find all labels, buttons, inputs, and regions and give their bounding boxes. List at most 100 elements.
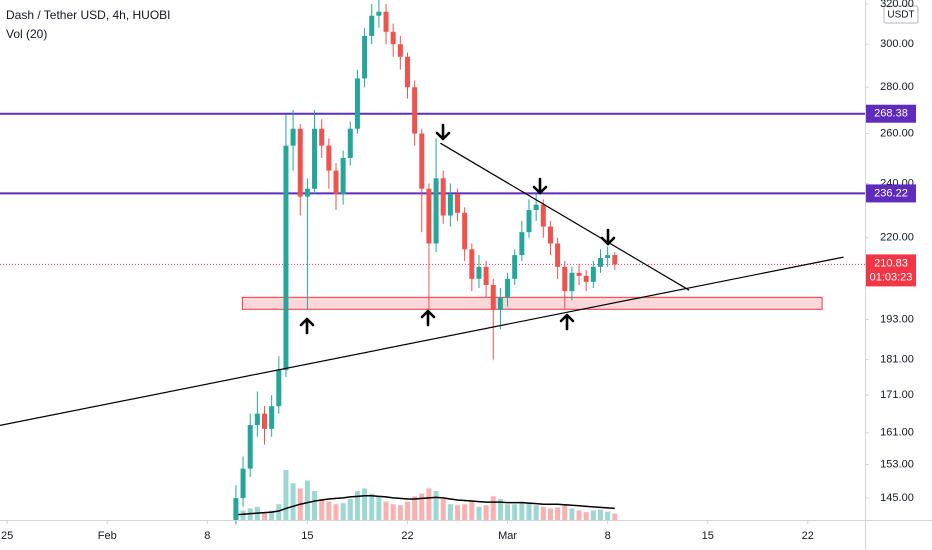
candle-body <box>562 266 568 292</box>
candle-body <box>526 210 532 233</box>
volume-bar <box>540 506 546 520</box>
candle-body <box>605 255 611 259</box>
candle-body <box>547 226 553 244</box>
trend-line <box>440 142 690 291</box>
y-tick-label: 300.00 <box>880 38 914 50</box>
volume-bar <box>312 491 318 520</box>
volume-bar <box>533 505 539 520</box>
volume-bar <box>333 504 339 520</box>
candle-body <box>290 128 296 146</box>
volume-bar <box>476 506 482 520</box>
candle-body <box>354 78 360 129</box>
y-tick-label: 171.00 <box>880 389 914 401</box>
volume-bar <box>319 498 325 520</box>
down-arrow <box>532 177 548 195</box>
candle-body <box>555 243 561 267</box>
y-tick-label: 220.00 <box>880 232 914 244</box>
currency-box[interactable] <box>883 5 919 24</box>
x-tick-label: 15 <box>301 530 313 542</box>
candle-body <box>590 266 596 282</box>
x-tick-label: 8 <box>605 530 611 542</box>
volume-bar <box>412 496 418 520</box>
candle-body <box>254 413 260 426</box>
candle-body <box>383 11 389 32</box>
volume-bar <box>290 483 296 520</box>
volume-bar <box>269 510 275 520</box>
volume-bar <box>469 501 475 520</box>
countdown-label: 01:03:23 <box>870 271 913 283</box>
up-arrow <box>559 313 575 331</box>
volume-bar <box>547 508 553 520</box>
x-tick-label: 25 <box>1 530 13 542</box>
candle-body <box>397 44 403 57</box>
volume-bar <box>490 496 496 520</box>
volume-bar <box>276 504 282 520</box>
volume-bar <box>419 493 425 520</box>
candle-body <box>247 425 253 469</box>
candle-body <box>240 468 246 499</box>
candle-body <box>455 193 461 213</box>
volume-title: Vol (20) <box>6 27 47 41</box>
candle-body <box>583 275 589 282</box>
x-tick-label: 15 <box>702 530 714 542</box>
volume-bar <box>583 512 589 520</box>
volume-bar <box>304 480 310 520</box>
candle-body <box>447 193 453 216</box>
volume-bar <box>605 511 611 520</box>
volume-bar <box>597 509 603 520</box>
candle-body <box>469 249 475 279</box>
y-tick-label: 320.00 <box>880 0 914 10</box>
volume-bar <box>326 501 332 520</box>
candle-body <box>312 128 318 189</box>
volume-bar <box>369 493 375 520</box>
currency-label[interactable]: USDT <box>887 10 914 21</box>
volume-bar <box>555 507 561 520</box>
y-tick-label: 153.00 <box>880 458 914 470</box>
volume-bar <box>519 501 525 520</box>
level-label: 236.22 <box>874 187 908 199</box>
candle-body <box>326 145 332 171</box>
volume-bar <box>376 496 382 520</box>
volume-bar <box>512 504 518 520</box>
candle-body <box>576 272 582 276</box>
candle-body <box>533 204 539 211</box>
candle-body <box>519 232 525 256</box>
volume-bar <box>390 504 396 520</box>
y-tick-label: 145.00 <box>880 492 914 504</box>
y-tick-label: 280.00 <box>880 81 914 93</box>
candle-body <box>404 56 410 88</box>
candle-body <box>462 212 468 250</box>
plot-area <box>0 0 865 525</box>
candle-body <box>233 498 239 520</box>
volume-bar <box>447 504 453 520</box>
x-tick-label: 22 <box>802 530 814 542</box>
volume-ma-line <box>235 495 615 516</box>
candle-body <box>297 128 303 197</box>
volume-bar <box>433 491 439 520</box>
volume-bar <box>347 498 353 520</box>
up-arrow <box>420 309 436 327</box>
volume-bar <box>483 505 489 520</box>
volume-bar <box>426 488 432 520</box>
volume-bar <box>440 498 446 520</box>
x-tick-label: 8 <box>204 530 210 542</box>
level-label: 268.38 <box>874 108 908 120</box>
candle-body <box>340 158 346 194</box>
candle-body <box>597 258 603 267</box>
candle-body <box>319 128 325 146</box>
x-tick-label: Feb <box>98 530 117 542</box>
candle-body <box>483 266 489 285</box>
volume-bar <box>462 504 468 520</box>
candle-body <box>390 31 396 45</box>
x-tick-label: Mar <box>498 530 517 542</box>
volume-bar <box>283 470 289 520</box>
candle-body <box>412 87 418 134</box>
volume-bar <box>576 510 582 520</box>
volume-bar <box>240 510 246 520</box>
volume-bar <box>505 504 511 520</box>
candle-body <box>512 255 518 279</box>
level-label-box <box>866 184 916 203</box>
candle-body <box>304 188 310 197</box>
